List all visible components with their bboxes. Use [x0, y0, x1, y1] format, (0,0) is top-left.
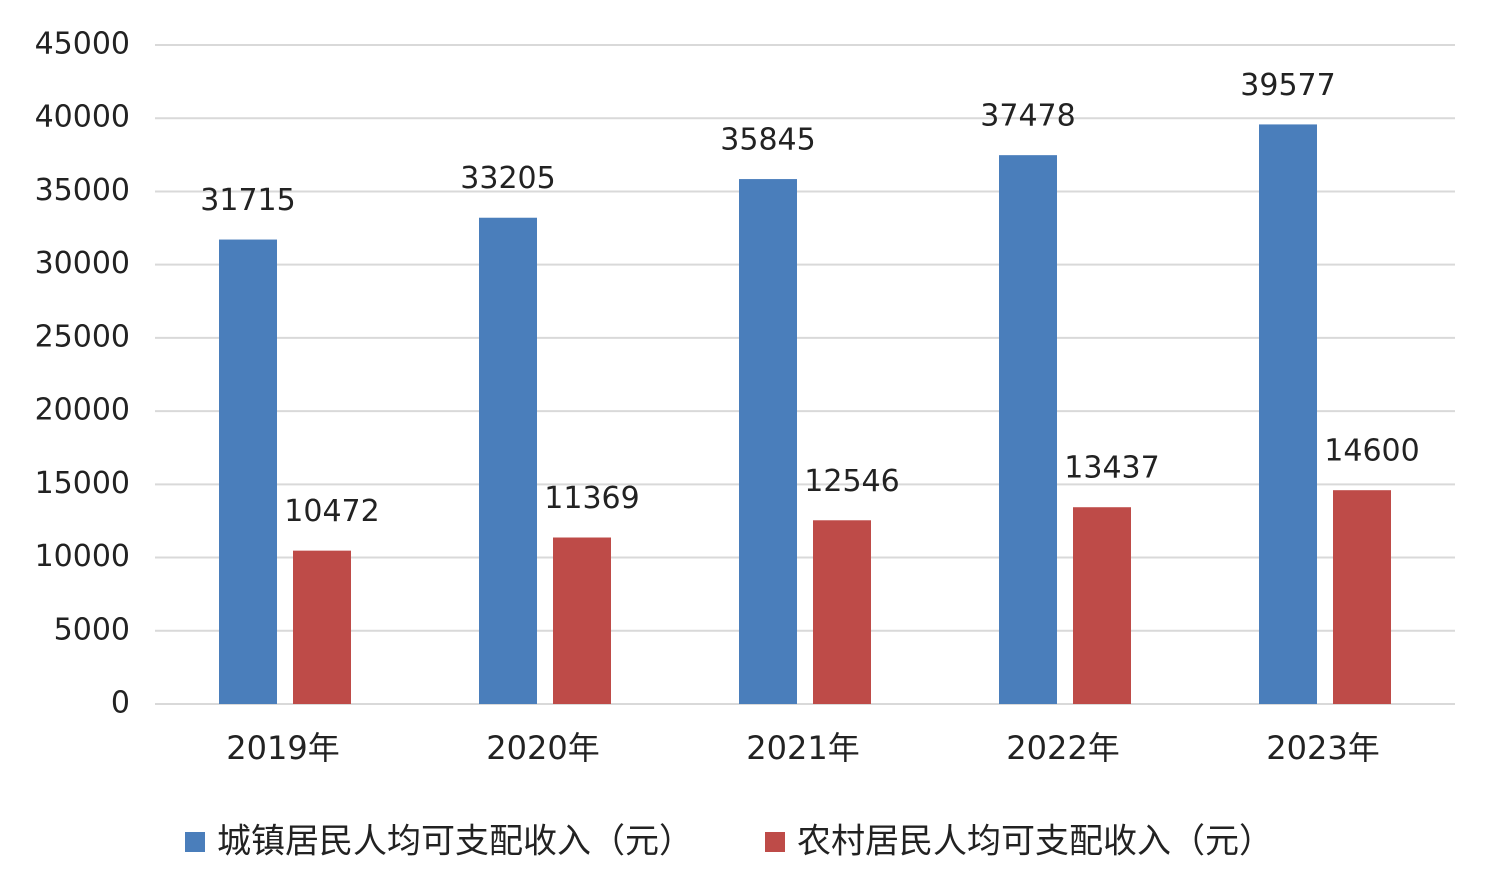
x-tick-label: 2022年: [1006, 729, 1119, 767]
y-tick-label: 25000: [35, 319, 130, 354]
bar: [553, 537, 611, 704]
bar: [293, 550, 351, 704]
value-label: 13437: [1064, 451, 1159, 486]
bar: [813, 520, 871, 704]
value-label: 10472: [284, 494, 379, 529]
value-label: 31715: [200, 183, 295, 218]
legend-swatch: [185, 832, 205, 852]
x-tick-label: 2019年: [226, 729, 339, 767]
value-label: 14600: [1324, 434, 1419, 469]
y-tick-label: 40000: [35, 100, 130, 135]
legend-swatch: [765, 832, 785, 852]
value-label: 11369: [544, 481, 639, 516]
y-tick-label: 30000: [35, 246, 130, 281]
legend-label: 农村居民人均可支配收入（元）: [797, 822, 1273, 862]
value-label: 12546: [804, 464, 899, 499]
y-tick-label: 10000: [35, 539, 130, 574]
value-label: 37478: [980, 99, 1075, 134]
bar: [219, 239, 277, 704]
bar: [1333, 490, 1391, 704]
bar: [739, 179, 797, 704]
x-tick-label: 2021年: [746, 729, 859, 767]
y-tick-label: 5000: [54, 612, 130, 647]
y-tick-label: 35000: [35, 173, 130, 208]
value-label: 35845: [720, 123, 815, 158]
y-tick-label: 0: [111, 686, 130, 721]
bar: [479, 217, 537, 705]
y-tick-label: 15000: [35, 466, 130, 501]
y-tick-label: 45000: [35, 27, 130, 62]
y-tick-label: 20000: [35, 393, 130, 428]
value-label: 33205: [460, 161, 555, 196]
bar: [1073, 507, 1131, 704]
legend-label: 城镇居民人均可支配收入（元）: [217, 822, 693, 862]
value-label: 39577: [1240, 68, 1335, 103]
x-tick-label: 2023年: [1266, 729, 1379, 767]
bar: [999, 155, 1057, 704]
bar: [1259, 124, 1317, 705]
x-tick-label: 2020年: [486, 729, 599, 767]
